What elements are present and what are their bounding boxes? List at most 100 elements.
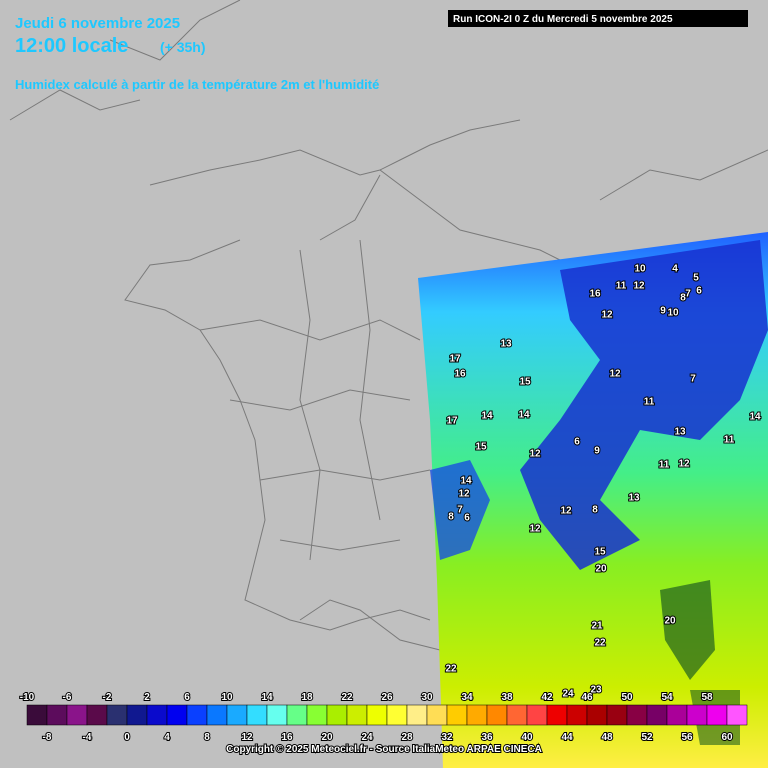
run: Run ICON-2I 0 Z du Mercredi 5 novembre 2… [453,14,673,25]
map-value: 8 [448,512,454,523]
legend-label: 54 [661,692,673,703]
map-value: 10 [667,308,679,319]
legend-label: 4 [164,732,170,743]
map-value: 22 [445,664,457,675]
color-swatch [386,704,408,726]
coastline [124,119,521,631]
legend-label: 60 [721,732,733,743]
map-value: 8 [592,505,598,516]
color-swatch [546,704,568,726]
legend-label: 58 [701,692,713,703]
color-swatch [106,704,128,726]
color-swatch [326,704,348,726]
legend-label: 56 [681,732,693,743]
color-swatch [206,704,228,726]
map-value: 9 [660,306,666,317]
color-swatch [626,704,648,726]
map-value: 12 [609,369,621,380]
legend-label: 6 [184,692,190,703]
color-swatch [486,704,508,726]
color-swatch [286,704,308,726]
lead: (+ 35h) [160,39,206,55]
legend-label: 38 [501,692,513,703]
legend-label: 44 [561,732,573,743]
color-swatch [306,704,328,726]
legend-label: 32 [441,732,453,743]
map-value: 14 [481,411,493,422]
map-value: 8 [680,293,686,304]
legend-label: 12 [241,732,253,743]
color-swatch [146,704,168,726]
map-value: 11 [659,460,670,471]
color-swatch [706,704,728,726]
color-swatch [26,704,48,726]
map-value: 14 [460,476,472,487]
legend-label: -10 [20,692,35,703]
color-swatch [566,704,588,726]
color-swatch [586,704,608,726]
map-value: 13 [500,339,512,350]
legend-label: 42 [541,692,553,703]
legend-label: 30 [421,692,433,703]
color-swatch [426,704,448,726]
map-value: 12 [529,449,541,460]
legend-label: -2 [103,692,112,703]
map-value: 11 [724,435,735,446]
color-swatch [66,704,88,726]
legend-label: 24 [361,732,373,743]
legend-label: 34 [461,692,473,703]
legend-label: 0 [124,732,130,743]
map-value: 17 [446,416,458,427]
map-value: 12 [678,459,690,470]
map-value: 20 [595,564,607,575]
legend-label: -8 [43,732,52,743]
map-value: 7 [685,289,691,300]
map-value: 12 [529,524,541,535]
map-value: 11 [644,397,655,408]
map-value: 21 [591,621,603,632]
color-swatch [506,704,528,726]
legend-label: 22 [341,692,353,703]
legend-label: 48 [601,732,613,743]
legend-label: 52 [641,732,653,743]
legend-label: 28 [401,732,413,743]
map-value: 12 [601,310,613,321]
color-swatch [406,704,428,726]
color-swatch [526,704,548,726]
color-swatch [46,704,68,726]
map-value: 23 [590,685,602,696]
map-value: 17 [449,354,461,365]
legend-label: 50 [621,692,633,703]
map-value: 13 [674,427,686,438]
map-value: 12 [633,281,645,292]
legend-label: 2 [144,692,150,703]
color-swatch [646,704,668,726]
map-value: 9 [594,446,600,457]
copyright: Copyright © 2025 Meteociel.fr - Source I… [226,744,542,755]
map-value: 7 [457,505,463,516]
map-value: 24 [562,689,574,700]
cold-zone [430,460,490,560]
color-swatch [186,704,208,726]
legend-label: 10 [221,692,233,703]
island [660,580,715,680]
map-value: 13 [628,493,640,504]
color-swatch [86,704,108,726]
map-value: 15 [475,442,487,453]
cold-zone [520,240,768,570]
map-value: 16 [589,289,601,300]
color-swatch [606,704,628,726]
time: 12:00 locale [15,35,128,57]
color-swatch [666,704,688,726]
description: Humidex calculé à partir de la températu… [15,77,379,92]
map-value: 10 [634,264,646,275]
map-value: 14 [518,410,530,421]
map-value: 7 [690,374,696,385]
departments [199,239,431,561]
date: Jeudi 6 novembre 2025 [15,15,180,32]
country-border [9,0,768,651]
map-value: 15 [594,547,606,558]
color-swatch [366,704,388,726]
